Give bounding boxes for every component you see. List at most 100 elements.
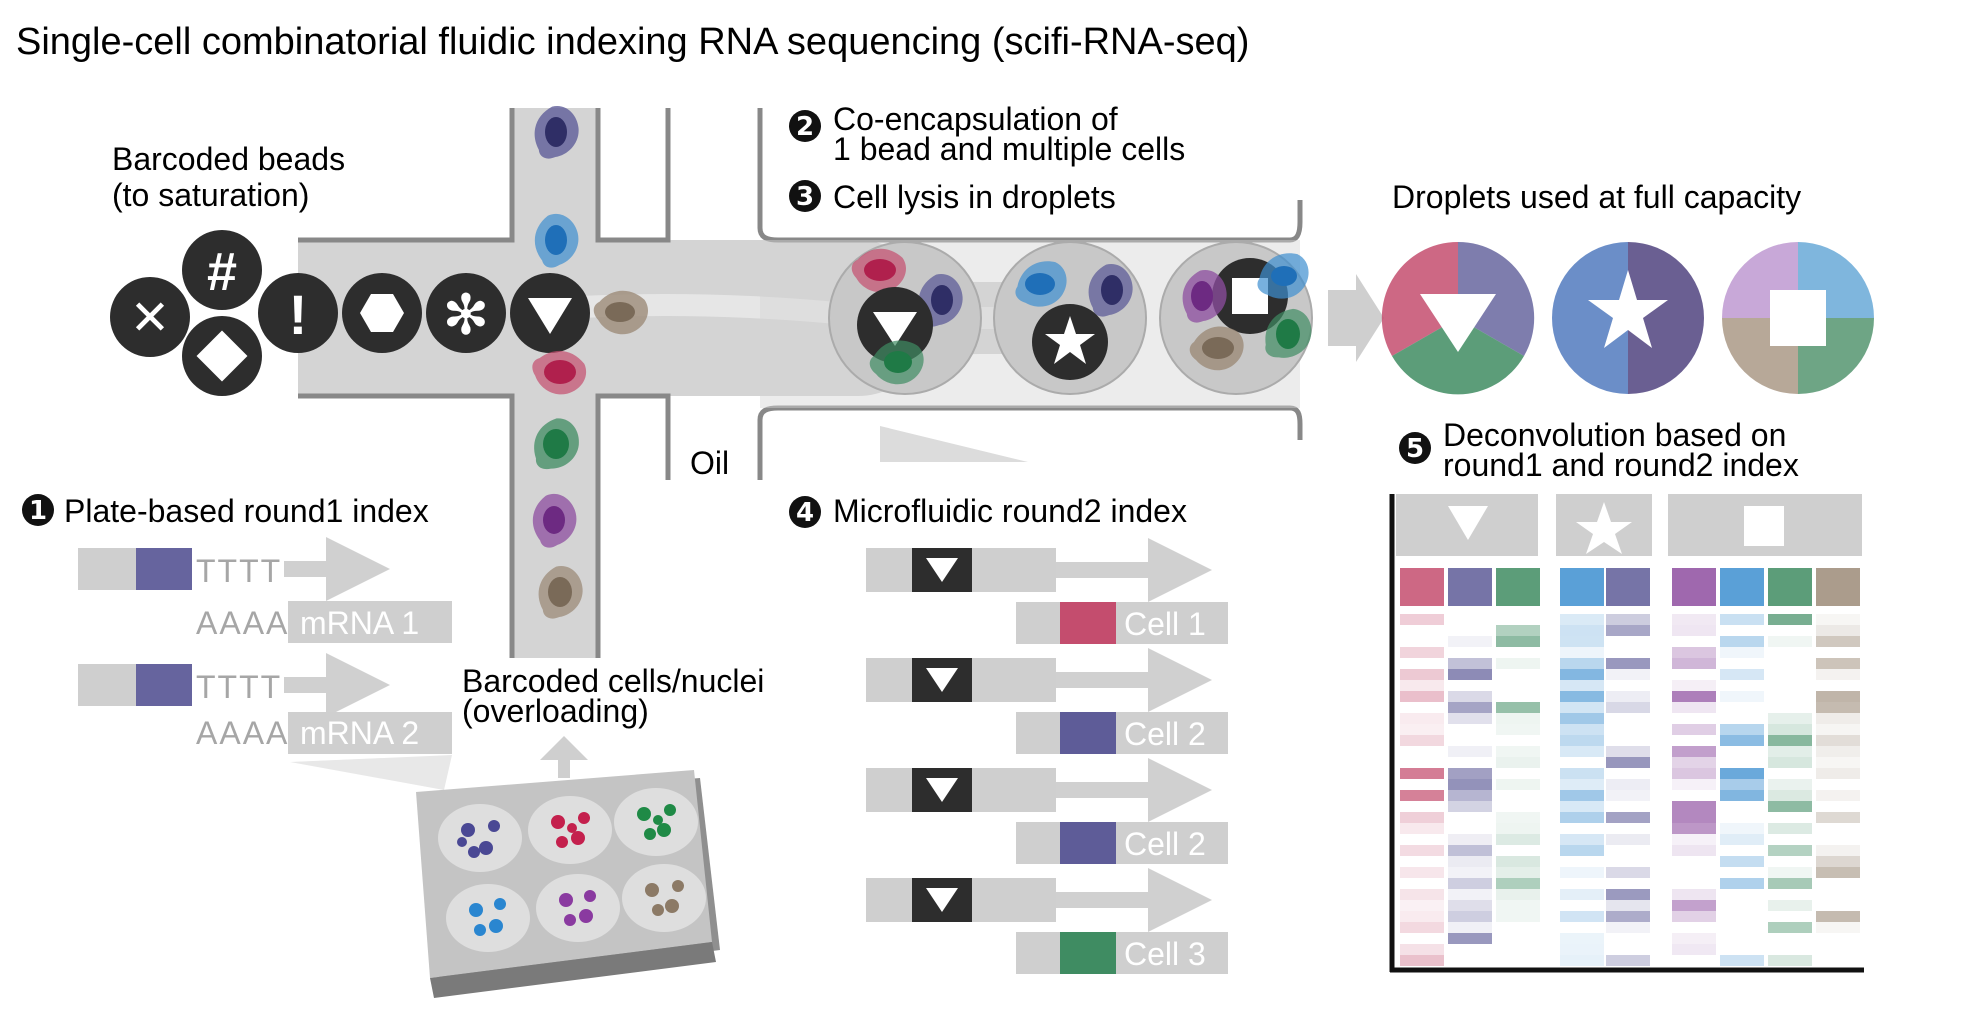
heatmap-cell bbox=[1672, 658, 1716, 669]
heatmap-cell bbox=[1672, 625, 1716, 636]
step-5-label-2: round1 and round2 index bbox=[1443, 447, 1799, 483]
heatmap-cell bbox=[1400, 669, 1444, 680]
heatmap-cell bbox=[1768, 724, 1812, 735]
heatmap-cell bbox=[1606, 922, 1650, 933]
heatmap-cell bbox=[1672, 614, 1716, 625]
bead-asterisk bbox=[426, 273, 506, 353]
heatmap-cell bbox=[1672, 757, 1716, 768]
heatmap-cell bbox=[1448, 933, 1492, 944]
heatmap-cell bbox=[1720, 724, 1764, 735]
round2-construct-3: Cell 2 bbox=[866, 758, 1228, 864]
heatmap-cell bbox=[1400, 768, 1444, 779]
heatmap-cell bbox=[1768, 823, 1812, 834]
heatmap-cell bbox=[1720, 878, 1764, 889]
heatmap-cell bbox=[1720, 614, 1764, 625]
heatmap-cell bbox=[1560, 911, 1604, 922]
heatmap-cell bbox=[1672, 911, 1716, 922]
step-3-label: Cell lysis in droplets bbox=[833, 179, 1116, 215]
heatmap-cell bbox=[1816, 691, 1860, 702]
heatmap-cell bbox=[1400, 812, 1444, 823]
heatmap-cell bbox=[1496, 746, 1540, 757]
heatmap-cell bbox=[1400, 735, 1444, 746]
heatmap-cell bbox=[1768, 779, 1812, 790]
heatmap-cell bbox=[1672, 647, 1716, 658]
heatmap-cell bbox=[1400, 647, 1444, 658]
mrna-1-label: mRNA 1 bbox=[300, 605, 419, 641]
svg-text:!: ! bbox=[289, 283, 308, 346]
heatmap-cell bbox=[1560, 889, 1604, 900]
heatmap-cell bbox=[1672, 823, 1716, 834]
heatmap-cell bbox=[1720, 834, 1764, 845]
full-capacity-droplets bbox=[1381, 241, 1874, 395]
round2-cell-label: Cell 2 bbox=[1124, 716, 1206, 752]
heatmap-cell bbox=[1400, 614, 1444, 625]
heatmap-cell bbox=[1448, 636, 1492, 647]
heatmap-cell bbox=[1560, 658, 1604, 669]
heatmap-cell bbox=[1768, 900, 1812, 911]
heatmap-cell bbox=[1496, 856, 1540, 867]
heatmap-cell bbox=[1606, 746, 1650, 757]
full-droplet-star bbox=[1552, 242, 1704, 394]
heatmap-cell bbox=[1768, 636, 1812, 647]
step-4-label: Microfluidic round2 index bbox=[833, 493, 1187, 529]
page-title: Single-cell combinatorial fluidic indexi… bbox=[16, 21, 1249, 63]
heatmap-cell bbox=[1560, 834, 1604, 845]
heatmap-cell bbox=[1496, 911, 1540, 922]
heatmap-cell bbox=[1560, 933, 1604, 944]
heatmap-cell bbox=[1768, 867, 1812, 878]
heatmap-cell bbox=[1720, 647, 1764, 658]
heatmap-cell bbox=[1400, 823, 1444, 834]
heatmap-cell bbox=[1816, 922, 1860, 933]
heatmap-cell bbox=[1400, 911, 1444, 922]
heatmap-cell bbox=[1606, 757, 1650, 768]
heatmap-cell bbox=[1496, 900, 1540, 911]
heatmap-cell bbox=[1448, 900, 1492, 911]
heatmap-cell bbox=[1448, 790, 1492, 801]
heatmap-cell bbox=[1606, 779, 1650, 790]
arrow-up-to-channel bbox=[540, 736, 588, 778]
heatmap-cell bbox=[1720, 768, 1764, 779]
heatmap-cell bbox=[1816, 911, 1860, 922]
heatmap-cell bbox=[1816, 746, 1860, 757]
heatmap-cell bbox=[1400, 724, 1444, 735]
heatmap-cell bbox=[1560, 801, 1604, 812]
round1-construct-2: TTTT AAAA mRNA 2 bbox=[78, 653, 452, 754]
heatmap-cell bbox=[1496, 757, 1540, 768]
heatmap-cell bbox=[1560, 625, 1604, 636]
step-2-number: 2 bbox=[796, 112, 814, 142]
heatmap-cell bbox=[1606, 614, 1650, 625]
heatmap-cell bbox=[1400, 944, 1444, 955]
heatmap-cell bbox=[1768, 757, 1812, 768]
full-droplet-square bbox=[1722, 242, 1874, 394]
heatmap-cell bbox=[1400, 900, 1444, 911]
heatmap-cell bbox=[1496, 823, 1540, 834]
heatmap-cell bbox=[1400, 889, 1444, 900]
heatmap-cell bbox=[1606, 625, 1650, 636]
round2-constructs: Cell 1 Cell 2 Cell 2 Cell 3 bbox=[866, 538, 1228, 974]
arrow-to-full-droplets bbox=[1328, 274, 1384, 362]
heatmap-cell bbox=[1816, 757, 1860, 768]
heatmap-cell bbox=[1816, 625, 1860, 636]
heatmap-cell bbox=[1768, 955, 1812, 966]
heatmap-cell bbox=[1816, 658, 1860, 669]
heatmap-cell bbox=[1816, 845, 1860, 856]
heatmap-cell bbox=[1560, 845, 1604, 856]
bead-exclamation bbox=[258, 273, 338, 353]
heatmap-cell bbox=[1672, 680, 1716, 691]
heatmap-column-header bbox=[1560, 568, 1604, 606]
step-5-label-1: Deconvolution based on bbox=[1443, 417, 1786, 453]
heatmap-cell bbox=[1496, 658, 1540, 669]
heatmap-cell bbox=[1816, 735, 1860, 746]
heatmap-cell bbox=[1672, 889, 1716, 900]
heatmap-cell bbox=[1720, 823, 1764, 834]
bead-hash bbox=[182, 230, 262, 310]
cells-label-1: Barcoded cells/nuclei bbox=[462, 663, 764, 699]
triangle-icon bbox=[528, 298, 572, 334]
heatmap-cell bbox=[1606, 691, 1650, 702]
heatmap-cell bbox=[1606, 812, 1650, 823]
heatmap-cell bbox=[1560, 614, 1604, 625]
heatmap-cell bbox=[1606, 834, 1650, 845]
step-3-number: 3 bbox=[796, 182, 814, 212]
heatmap-cell bbox=[1448, 922, 1492, 933]
